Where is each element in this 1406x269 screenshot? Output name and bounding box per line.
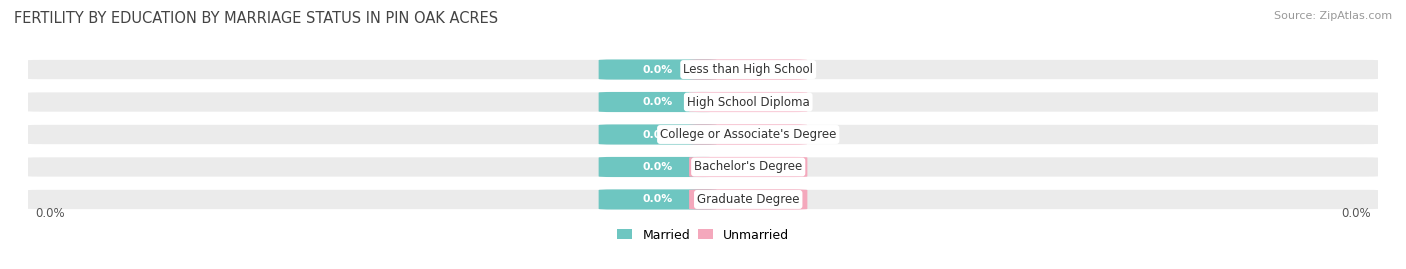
- FancyBboxPatch shape: [599, 157, 717, 177]
- FancyBboxPatch shape: [21, 188, 1385, 211]
- Text: 0.0%: 0.0%: [35, 207, 65, 220]
- Text: 0.0%: 0.0%: [733, 97, 763, 107]
- FancyBboxPatch shape: [21, 156, 1385, 178]
- FancyBboxPatch shape: [689, 157, 807, 177]
- Text: 0.0%: 0.0%: [643, 162, 673, 172]
- FancyBboxPatch shape: [599, 189, 717, 210]
- FancyBboxPatch shape: [599, 59, 717, 80]
- Text: 0.0%: 0.0%: [643, 97, 673, 107]
- FancyBboxPatch shape: [21, 123, 1385, 146]
- Text: 0.0%: 0.0%: [733, 194, 763, 204]
- FancyBboxPatch shape: [689, 189, 807, 210]
- Text: 0.0%: 0.0%: [1341, 207, 1371, 220]
- FancyBboxPatch shape: [689, 59, 807, 80]
- FancyBboxPatch shape: [21, 91, 1385, 113]
- FancyBboxPatch shape: [599, 92, 717, 112]
- Legend: Married, Unmarried: Married, Unmarried: [613, 225, 793, 245]
- Text: 0.0%: 0.0%: [643, 65, 673, 75]
- Text: 0.0%: 0.0%: [643, 129, 673, 140]
- Text: High School Diploma: High School Diploma: [688, 95, 810, 108]
- Text: College or Associate's Degree: College or Associate's Degree: [659, 128, 837, 141]
- FancyBboxPatch shape: [21, 58, 1385, 81]
- Text: Source: ZipAtlas.com: Source: ZipAtlas.com: [1274, 11, 1392, 21]
- Text: 0.0%: 0.0%: [733, 65, 763, 75]
- FancyBboxPatch shape: [689, 92, 807, 112]
- Text: FERTILITY BY EDUCATION BY MARRIAGE STATUS IN PIN OAK ACRES: FERTILITY BY EDUCATION BY MARRIAGE STATU…: [14, 11, 498, 26]
- Text: Bachelor's Degree: Bachelor's Degree: [695, 161, 803, 174]
- Text: Graduate Degree: Graduate Degree: [697, 193, 800, 206]
- Text: 0.0%: 0.0%: [643, 194, 673, 204]
- Text: 0.0%: 0.0%: [733, 129, 763, 140]
- FancyBboxPatch shape: [599, 125, 717, 144]
- FancyBboxPatch shape: [689, 125, 807, 144]
- Text: Less than High School: Less than High School: [683, 63, 813, 76]
- Text: 0.0%: 0.0%: [733, 162, 763, 172]
